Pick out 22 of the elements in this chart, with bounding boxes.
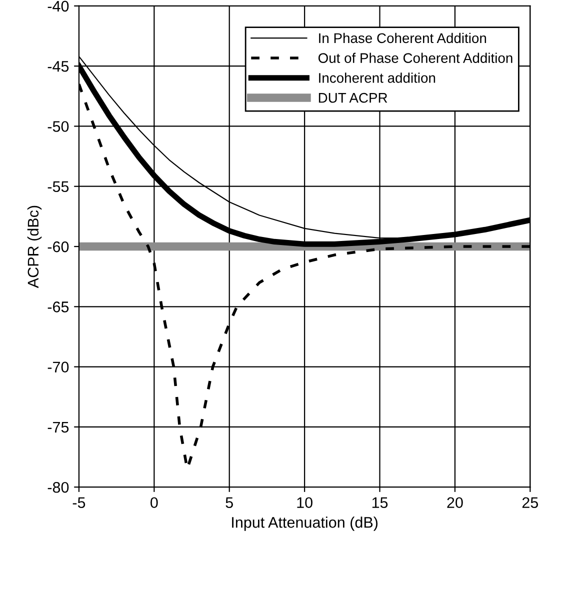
y-tick-label: -70: [48, 362, 69, 372]
legend-label: Incoherent addition: [319, 72, 436, 83]
x-tick-label: 20: [447, 497, 463, 508]
x-tick-label: 5: [226, 497, 233, 508]
x-tick-label: 15: [372, 497, 388, 508]
y-tick-label: -50: [48, 121, 69, 132]
x-tick-label: 25: [522, 497, 538, 508]
y-tick-label: -45: [48, 61, 69, 72]
y-tick-label: -75: [48, 422, 69, 433]
y-axis-title: ACPR (dBc): [27, 206, 42, 288]
x-axis-title: Input Attenuation (dB): [232, 516, 378, 531]
y-tick-label: -40: [48, 0, 69, 12]
x-tick-label: -5: [72, 497, 86, 508]
x-tick-label: 0: [150, 497, 158, 508]
x-tick-label: 10: [297, 497, 312, 508]
y-tick-label: -60: [48, 241, 69, 252]
legend-label: DUT ACPR: [318, 92, 388, 103]
y-tick-label: -55: [48, 181, 69, 192]
y-tick-label: -80: [48, 482, 69, 493]
y-tick-label: -65: [48, 302, 69, 312]
legend-label: In Phase Coherent Addition: [319, 32, 486, 44]
legend-label: Out of Phase Coherent Addition: [318, 52, 512, 63]
